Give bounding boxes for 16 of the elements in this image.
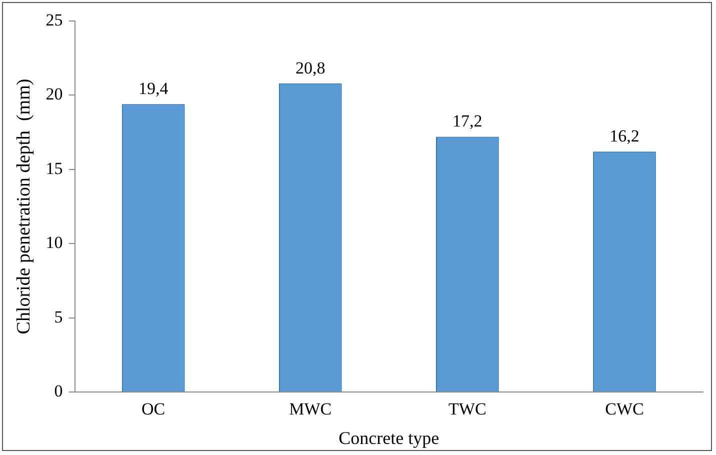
data-label: 20,8 — [296, 58, 326, 78]
x-tick-label: TWC — [448, 400, 486, 419]
y-axis-title: Chloride penetration depth (mm) — [13, 78, 34, 334]
data-label: 16,2 — [610, 126, 640, 146]
y-tick-label: 15 — [46, 158, 63, 178]
x-tick-label: MWC — [289, 400, 332, 419]
x-tick-label: CWC — [605, 400, 644, 419]
x-axis-title: Concrete type — [338, 428, 440, 448]
y-tick-label: 10 — [46, 233, 63, 252]
y-tick-label: 20 — [46, 84, 63, 104]
data-label: 17,2 — [452, 112, 482, 131]
data-label: 19,4 — [138, 79, 169, 98]
y-tick-label: 25 — [46, 10, 63, 30]
y-tick-label: 0 — [54, 381, 63, 400]
y-tick-label: 5 — [54, 307, 63, 326]
x-tick-label: OC — [142, 400, 166, 419]
